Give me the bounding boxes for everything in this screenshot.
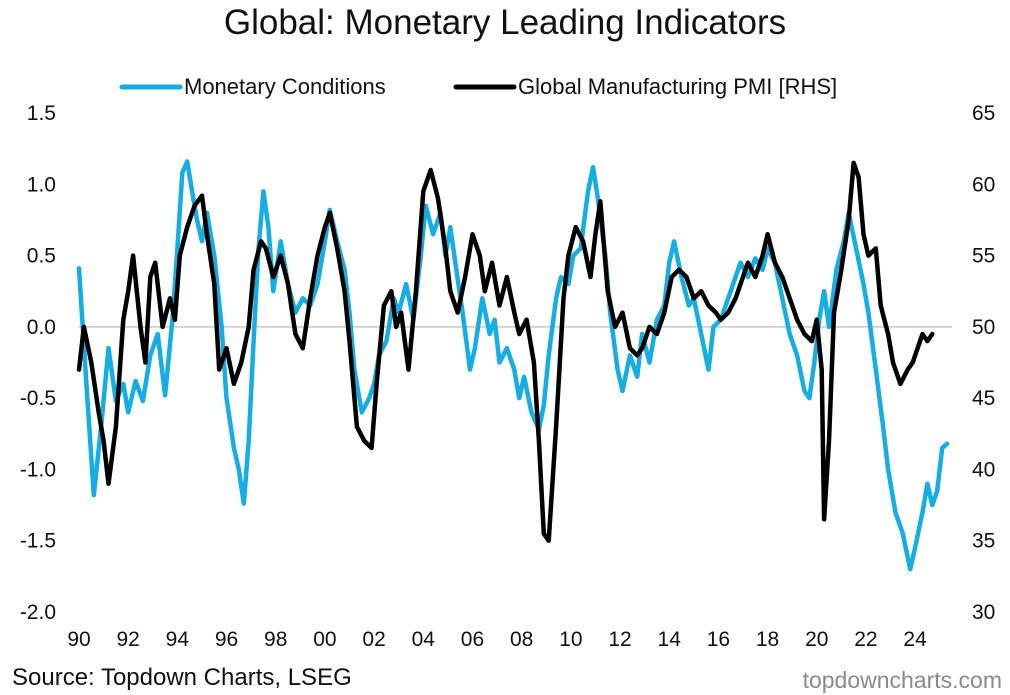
right-axis-tick-label: 35 <box>972 530 995 553</box>
left-axis-tick-label: 1.0 <box>27 173 56 196</box>
watermark: topdowncharts.com <box>802 667 1002 693</box>
right-axis-tick-label: 50 <box>972 316 995 339</box>
x-axis-tick-label: 24 <box>903 628 927 651</box>
x-axis-tick-label: 10 <box>559 628 582 651</box>
right-axis-tick-label: 60 <box>972 173 995 196</box>
left-axis-tick-label: -0.5 <box>20 387 56 410</box>
x-axis-tick-label: 06 <box>461 628 484 651</box>
series-layer <box>76 159 950 572</box>
left-axis-tick-label: 0.5 <box>27 245 56 268</box>
x-axis-tick-label: 90 <box>67 628 90 651</box>
chart-legend: Monetary Conditions Global Manufacturing … <box>119 74 837 99</box>
legend-label-monetary-conditions: Monetary Conditions <box>184 74 386 99</box>
x-axis-tick-label: 18 <box>756 628 779 651</box>
x-axis-tick-label: 00 <box>313 628 336 651</box>
x-axis-tick-label: 02 <box>362 628 385 651</box>
right-axis-tick-label: 45 <box>972 387 995 410</box>
monetary-conditions-line <box>76 159 950 572</box>
x-axis-tick-label: 16 <box>707 628 730 651</box>
x-axis-tick-label: 22 <box>854 628 877 651</box>
x-axis-tick-label: 14 <box>658 628 682 651</box>
x-axis-tick-label: 20 <box>805 628 828 651</box>
right-axis-tick-label: 65 <box>972 102 995 125</box>
source-note: Source: Topdown Charts, LSEG <box>12 664 352 691</box>
left-axis-tick-label: 1.5 <box>27 102 56 125</box>
legend-label-global-pmi: Global Manufacturing PMI [RHS] <box>518 74 837 99</box>
right-axis-tick-label: 55 <box>972 245 995 268</box>
left-axis-tick-label: 0.0 <box>27 316 56 339</box>
right-y-axis: 65 60 55 50 45 40 35 30 <box>972 102 995 624</box>
left-axis-tick-label: -1.0 <box>20 458 56 481</box>
x-axis-tick-label: 92 <box>117 628 140 651</box>
left-axis-tick-label: -2.0 <box>20 601 56 624</box>
left-axis-tick-label: -1.5 <box>20 530 56 553</box>
x-axis-tick-label: 12 <box>608 628 631 651</box>
global-manufacturing-pmi-line <box>76 160 935 543</box>
chart-title: Global: Monetary Leading Indicators <box>223 3 787 42</box>
x-axis-tick-label: 94 <box>166 628 190 651</box>
x-axis-tick-label: 96 <box>215 628 238 651</box>
left-y-axis: 1.5 1.0 0.5 0.0 -0.5 -1.0 -1.5 -2.0 <box>20 102 56 624</box>
x-axis-tick-label: 08 <box>510 628 533 651</box>
x-axis-tick-label: 98 <box>264 628 287 651</box>
x-axis-tick-label: 04 <box>412 628 436 651</box>
right-axis-tick-label: 40 <box>972 458 995 481</box>
x-axis: 90 92 94 96 98 00 02 04 06 08 10 12 14 16 18 20 22 24 <box>67 628 927 651</box>
right-axis-tick-label: 30 <box>972 601 995 624</box>
